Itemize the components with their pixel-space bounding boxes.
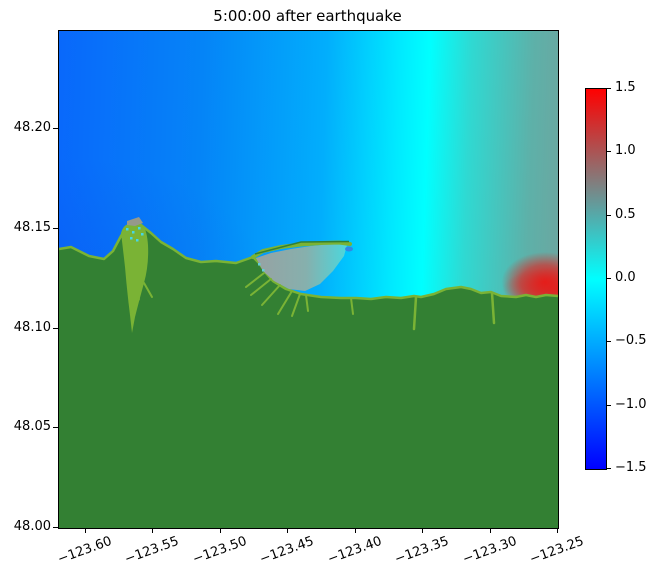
y-tick-label: 48.15: [13, 220, 51, 235]
plot-title: 5:00:00 after earthquake: [213, 7, 402, 25]
spit-tip-eddy: [345, 246, 353, 252]
colorbar-tick-mark: [606, 215, 611, 216]
colorbar-tick-label: 1.0: [615, 143, 636, 158]
y-tick-mark: [53, 527, 58, 528]
colorbar: [585, 88, 607, 470]
colorbar-tick-label: 0.0: [615, 270, 636, 285]
y-tick-mark: [53, 427, 58, 428]
y-tick-mark: [53, 328, 58, 329]
wet-speckles: [126, 227, 265, 272]
colorbar-tick-mark: [606, 151, 611, 152]
x-tick-mark: [220, 528, 221, 533]
colorbar-tick-mark: [606, 341, 611, 342]
colorbar-tick-label: 1.5: [615, 80, 636, 95]
colorbar-tick-label: −1.5: [615, 460, 647, 475]
y-tick-label: 48.05: [13, 419, 51, 434]
drainage-streaks: [130, 272, 301, 317]
x-tick-mark: [355, 528, 356, 533]
x-tick-mark: [490, 528, 491, 533]
colorbar-tick-mark: [606, 278, 611, 279]
hill-crest-patch: [127, 217, 143, 226]
x-tick-mark: [152, 528, 153, 533]
land-region: [59, 217, 558, 528]
colorbar-tick-label: −1.0: [615, 397, 647, 412]
colorbar-tick-mark: [606, 88, 611, 89]
colorbar-tick-label: 0.5: [615, 207, 636, 222]
colorbar-tick-label: −0.5: [615, 333, 647, 348]
x-tick-mark: [422, 528, 423, 533]
coastal-channels: [305, 291, 496, 331]
lagoon-region: [256, 244, 347, 291]
y-tick-label: 48.10: [13, 320, 51, 335]
x-tick-mark: [85, 528, 86, 533]
y-tick-label: 48.00: [13, 519, 51, 534]
x-tick-mark: [287, 528, 288, 533]
hill-valley: [121, 224, 149, 333]
x-tick-mark: [557, 528, 558, 533]
y-tick-mark: [53, 228, 58, 229]
plot-canvas: [58, 30, 559, 529]
y-tick-label: 48.20: [13, 120, 51, 135]
sand-spit-crest: [254, 240, 350, 255]
colorbar-tick-mark: [606, 468, 611, 469]
colorbar-tick-mark: [606, 405, 611, 406]
y-tick-mark: [53, 128, 58, 129]
land-polygon: [59, 222, 558, 528]
sand-spit: [251, 240, 352, 259]
